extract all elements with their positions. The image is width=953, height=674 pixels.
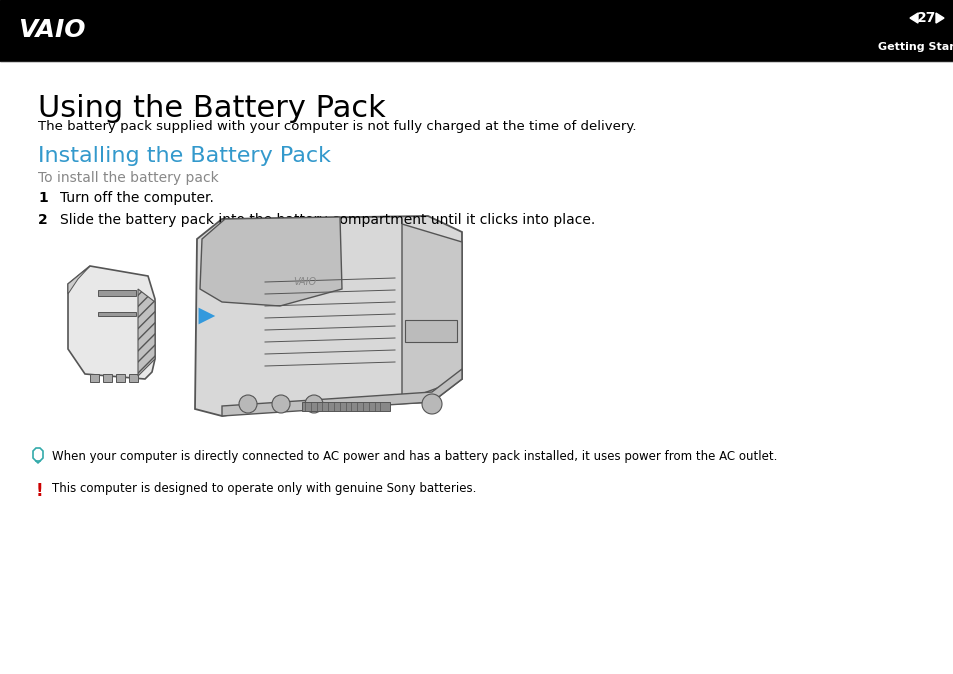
Bar	[116, 374, 125, 382]
Polygon shape	[222, 369, 461, 416]
Polygon shape	[194, 216, 461, 416]
Text: Slide the battery pack into the battery compartment until it clicks into place.: Slide the battery pack into the battery …	[60, 213, 595, 227]
Bar	[90, 374, 99, 382]
Text: 2: 2	[38, 213, 48, 227]
Text: 1: 1	[38, 191, 48, 205]
Bar	[98, 312, 136, 316]
Text: 27: 27	[917, 11, 936, 25]
Text: The battery pack supplied with your computer is not fully charged at the time of: The battery pack supplied with your comp…	[38, 120, 636, 133]
Text: To install the battery pack: To install the battery pack	[38, 171, 218, 185]
Bar	[129, 374, 138, 382]
Circle shape	[272, 395, 290, 413]
Polygon shape	[138, 289, 154, 376]
Bar	[302, 402, 390, 411]
Polygon shape	[935, 13, 943, 23]
Text: VAIO: VAIO	[18, 18, 86, 42]
Bar	[405, 320, 456, 342]
Circle shape	[305, 395, 323, 413]
Text: Getting Started: Getting Started	[878, 42, 953, 53]
Bar	[98, 290, 136, 296]
Polygon shape	[68, 266, 90, 294]
Text: When your computer is directly connected to AC power and has a battery pack inst: When your computer is directly connected…	[52, 450, 777, 463]
Text: Installing the Battery Pack: Installing the Battery Pack	[38, 146, 331, 166]
Circle shape	[421, 394, 441, 414]
Bar	[103, 374, 112, 382]
Text: !: !	[36, 482, 44, 500]
Bar	[0, 0, 953, 61]
Text: Turn off the computer.: Turn off the computer.	[60, 191, 213, 205]
Polygon shape	[68, 266, 154, 379]
Polygon shape	[200, 217, 341, 306]
Text: Using the Battery Pack: Using the Battery Pack	[38, 94, 385, 123]
Polygon shape	[401, 224, 461, 401]
Text: VAIO: VAIO	[294, 277, 316, 287]
Circle shape	[239, 395, 256, 413]
Polygon shape	[909, 13, 917, 23]
Text: This computer is designed to operate only with genuine Sony batteries.: This computer is designed to operate onl…	[52, 482, 476, 495]
